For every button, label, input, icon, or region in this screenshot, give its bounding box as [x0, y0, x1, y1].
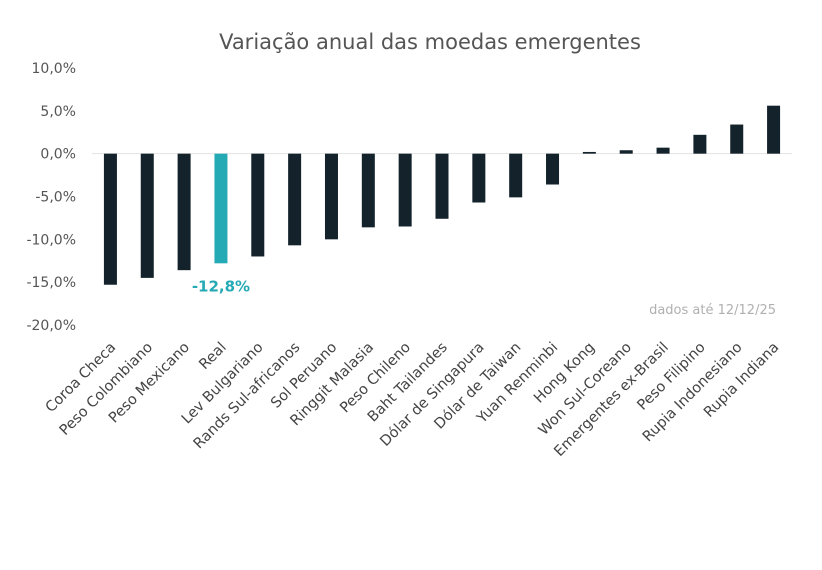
bar-rupia-indiana: [767, 105, 781, 154]
y-tick-label: 0,0%: [40, 147, 76, 163]
bar-d-lar-de-taiwan: [509, 153, 523, 198]
bar-yuan-renminbi: [546, 153, 560, 185]
bar-peso-mexicano: [177, 153, 191, 271]
bar-series: [103, 105, 781, 285]
bar-ringgit-malasia: [361, 153, 375, 228]
bar-emergentes-ex-brasil: [656, 147, 670, 154]
bar-peso-filipino: [693, 134, 707, 154]
y-tick-label: -15,0%: [26, 275, 76, 291]
data-labels: -12,8%: [192, 277, 250, 295]
bar-d-lar-de-singapura: [472, 153, 486, 203]
data-date-note: dados até 12/12/25: [649, 303, 776, 318]
bar-won-sul-coreano: [619, 150, 633, 154]
bar-lev-bulgariano: [251, 153, 265, 257]
bar-peso-colombiano: [140, 153, 154, 278]
chart-title: Variação anual das moedas emergentes: [219, 30, 641, 54]
x-tick-label: Real: [196, 340, 229, 373]
y-tick-label: 5,0%: [40, 104, 76, 120]
bar-rands-sul-africanos: [288, 153, 302, 246]
bar-peso-chileno: [398, 153, 412, 227]
y-axis: 10,0% 5,0% 0,0% -5,0% -10,0% -15,0% -20,0%: [26, 61, 76, 334]
data-label: -12,8%: [192, 277, 250, 295]
y-tick-label: 10,0%: [32, 61, 76, 77]
bar-rupia-indonesiano: [730, 124, 744, 154]
bar-hong-kong: [582, 151, 596, 154]
bar-sol-peruano: [324, 153, 338, 240]
bar-baht-tailandes: [435, 153, 449, 219]
y-tick-label: -5,0%: [35, 190, 76, 206]
y-tick-label: -10,0%: [26, 232, 76, 248]
bar-coroa-checa: [103, 153, 117, 285]
y-tick-label: -20,0%: [26, 318, 76, 334]
bar-real: [214, 153, 228, 264]
